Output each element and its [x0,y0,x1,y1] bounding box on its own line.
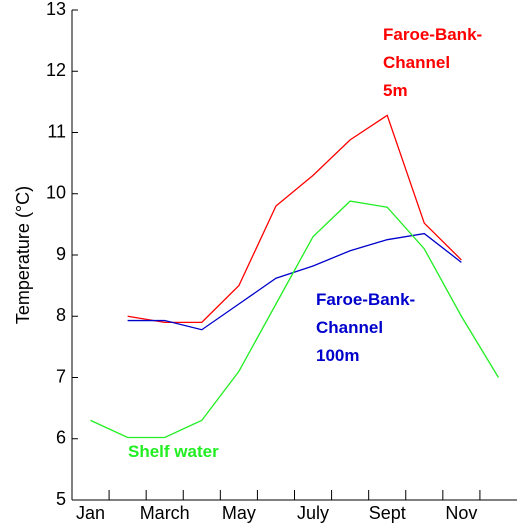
y-tick-label: 12 [46,60,66,80]
y-tick-label: 5 [56,489,66,509]
series-line [127,114,462,324]
series-label: Faroe-Bank- Channel 5m [383,25,483,100]
x-tick-label: May [222,503,256,523]
x-tick-label: Nov [445,503,477,523]
series-label: Faroe-Bank- Channel 100m [316,290,416,365]
x-tick-label: Sept [369,503,406,523]
x-tick-label: July [297,503,329,523]
series-line [90,200,500,439]
y-tick-label: 10 [46,183,66,203]
y-tick-label: 8 [56,305,66,325]
series-label: Shelf water [128,442,219,461]
x-tick-label: March [140,503,190,523]
y-tick-label: 7 [56,366,66,386]
y-tick-label: 6 [56,428,66,448]
y-tick-label: 11 [47,121,66,141]
y-axis-label: Temperature (°C) [13,186,33,324]
y-tick-label: 13 [46,0,66,19]
y-tick-label: 9 [56,244,66,264]
x-tick-label: Jan [76,503,105,523]
series-line [127,232,462,331]
